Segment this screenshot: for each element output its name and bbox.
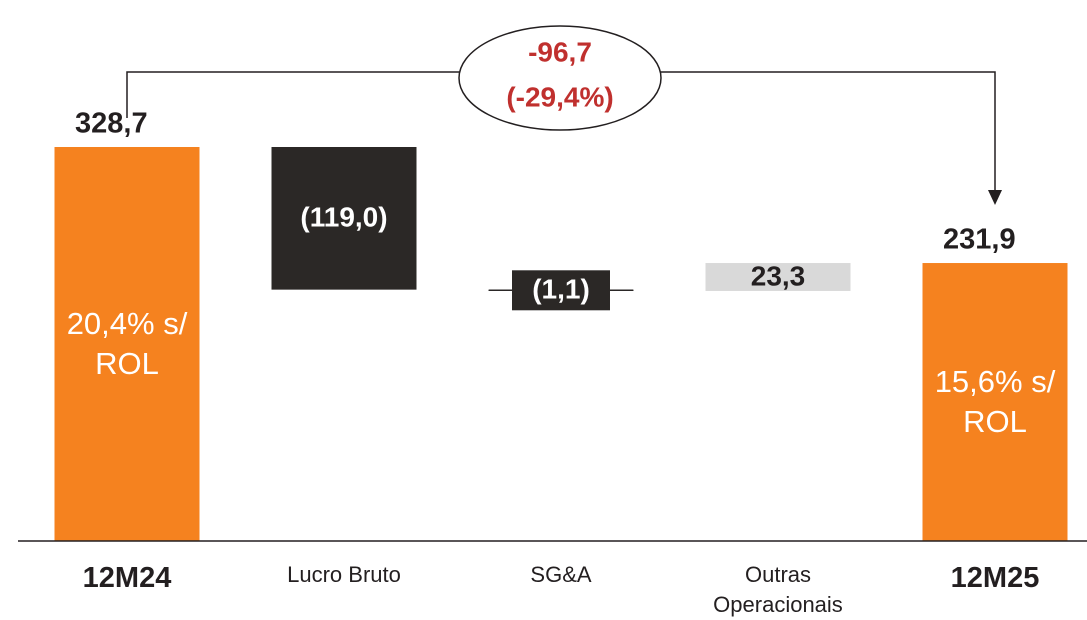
bar [922, 263, 1068, 541]
x-tick-label: 12M25 [950, 562, 1040, 594]
value-label: 231,9 [943, 224, 1016, 256]
value-label: 328,7 [75, 108, 148, 140]
arrow-head [988, 190, 1002, 205]
x-tick-label: 12M24 [82, 562, 172, 594]
inner-label: 15,6% s/ ROL [934, 364, 1056, 439]
annotation-text: -96,7 [528, 36, 592, 67]
annotation-ellipse [458, 25, 662, 131]
bar [271, 147, 417, 290]
bar [54, 147, 200, 541]
value-label: (119,0) [300, 202, 387, 233]
annotation-text: (-29,4%) [506, 81, 613, 112]
inner-label: 20,4% s/ ROL [66, 306, 188, 381]
value-label: 23,3 [751, 260, 806, 291]
value-label: (1,1) [532, 274, 590, 305]
value-label-box [512, 270, 610, 311]
bar [705, 263, 851, 291]
x-tick-label: Outras Operacionais [713, 562, 843, 617]
x-tick-label: Lucro Bruto [287, 562, 401, 587]
x-tick-label: SG&A [530, 562, 592, 587]
